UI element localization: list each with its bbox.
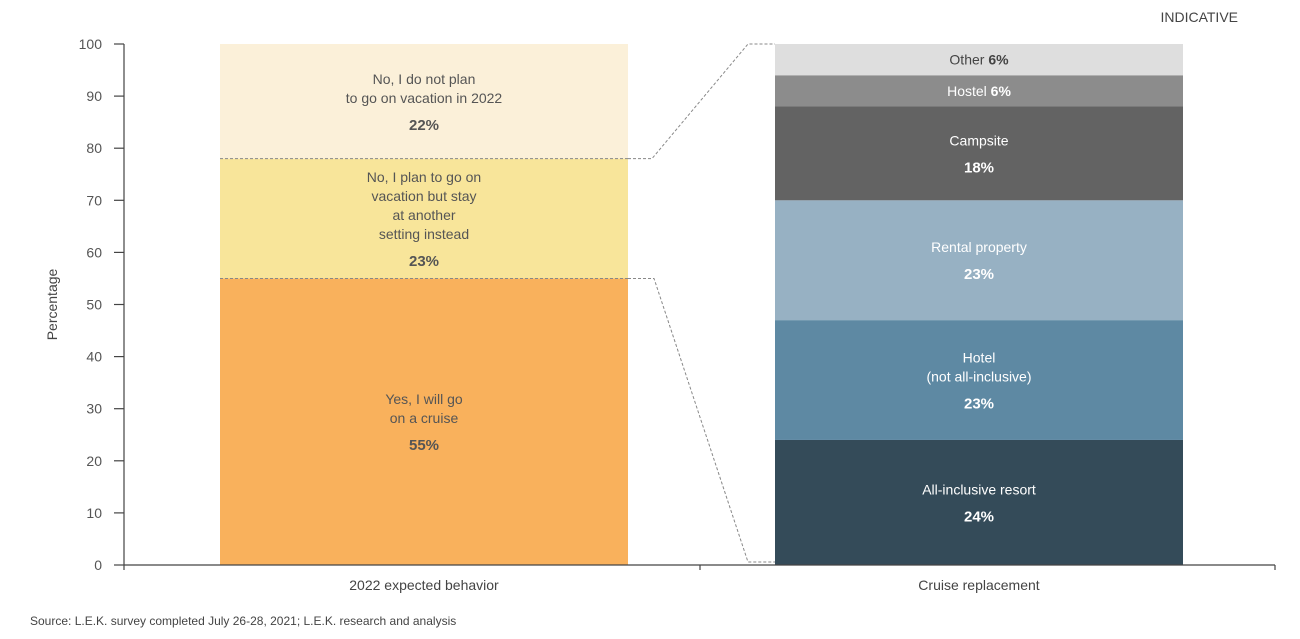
segment-label: to go on vacation in 2022 [346, 90, 503, 106]
segment-label: on a cruise [390, 410, 459, 426]
bar-segment [775, 44, 1183, 76]
x-category-label: 2022 expected behavior [349, 577, 499, 593]
bar-segment [775, 75, 1183, 107]
segment-label: vacation but stay [371, 188, 476, 204]
y-tick-label: 80 [86, 140, 102, 156]
segment-label: setting instead [379, 226, 469, 242]
bar-segment [775, 439, 1183, 565]
y-tick-label: 90 [86, 88, 102, 104]
segment-label: All-inclusive resort [922, 481, 1036, 497]
segment-label: No, I plan to go on [367, 169, 481, 185]
y-tick-label: 10 [86, 505, 102, 521]
segment-label: at another [392, 207, 455, 223]
bar-segment [220, 158, 628, 279]
y-tick-label: 60 [86, 244, 102, 260]
segment-label: No, I do not plan [373, 71, 476, 87]
segment-value-label: 55% [409, 437, 439, 454]
segment-value-label: 24% [964, 508, 994, 525]
connector-line-top [628, 43, 775, 160]
segment-label: Yes, I will go [385, 391, 463, 407]
segment-label: Hostel 6% [947, 83, 1011, 99]
bar-segment [775, 106, 1183, 201]
segment-label: (not all-inclusive) [926, 369, 1031, 385]
segment-value-label: 23% [409, 253, 439, 270]
y-tick-label: 100 [79, 36, 103, 52]
x-category-label: Cruise replacement [918, 577, 1039, 593]
connector-line-bottom [628, 277, 775, 563]
y-tick-label: 0 [94, 557, 102, 573]
segment-value-label: 22% [409, 117, 439, 134]
segment-label: Campsite [949, 132, 1008, 148]
y-tick-label: 50 [86, 297, 102, 313]
segment-value-label: 23% [964, 266, 994, 283]
indicative-label: INDICATIVE [1160, 9, 1238, 25]
y-tick-label: 70 [86, 192, 102, 208]
bar-segment [220, 278, 628, 565]
segment-value-label: 18% [964, 159, 994, 176]
bar-segment [220, 44, 628, 159]
segment-value-label: 23% [964, 396, 994, 413]
source-note: Source: L.E.K. survey completed July 26-… [30, 614, 457, 628]
segment-label: Rental property [931, 239, 1027, 255]
y-axis-label: Percentage [44, 268, 60, 340]
segment-label: Hotel [963, 350, 996, 366]
bar-segment [775, 320, 1183, 440]
bar-segment [775, 200, 1183, 321]
y-tick-label: 20 [86, 453, 102, 469]
segment-label: Other 6% [949, 52, 1009, 68]
y-tick-label: 30 [86, 401, 102, 417]
y-tick-label: 40 [86, 349, 102, 365]
